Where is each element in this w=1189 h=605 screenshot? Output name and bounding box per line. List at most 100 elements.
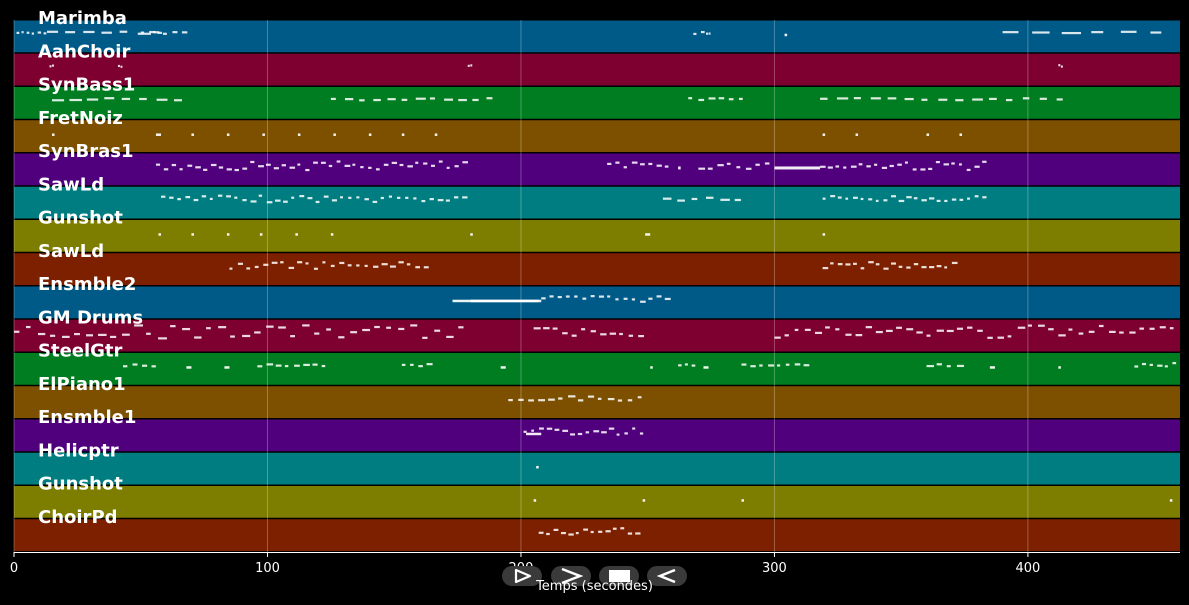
note — [955, 99, 964, 102]
note — [936, 265, 942, 268]
note — [906, 266, 911, 269]
note — [718, 97, 725, 100]
note — [380, 196, 384, 200]
track-band — [14, 319, 1180, 352]
note — [741, 363, 747, 366]
note — [523, 430, 527, 433]
note — [539, 427, 544, 430]
note — [104, 97, 115, 100]
note — [257, 365, 263, 368]
note — [558, 397, 563, 400]
note — [321, 364, 326, 368]
note — [234, 168, 239, 172]
note — [605, 530, 611, 533]
note — [627, 399, 633, 402]
note — [853, 262, 857, 265]
note — [297, 163, 301, 166]
note — [398, 327, 405, 331]
note — [607, 162, 612, 166]
note — [967, 197, 971, 200]
note — [339, 261, 345, 265]
note — [312, 363, 318, 366]
note — [265, 163, 271, 166]
note — [446, 335, 454, 339]
note — [526, 432, 542, 436]
note — [582, 297, 587, 300]
note — [462, 161, 468, 164]
forward-button[interactable] — [551, 566, 591, 586]
note — [822, 266, 829, 270]
note — [161, 195, 166, 198]
x-tick-label: 0 — [10, 561, 18, 576]
note — [891, 195, 897, 198]
note — [640, 163, 645, 166]
note — [500, 366, 506, 369]
play-step-button[interactable] — [502, 566, 542, 586]
note — [921, 266, 927, 269]
note — [853, 196, 858, 199]
note — [738, 97, 743, 101]
note — [182, 327, 191, 331]
stop-button[interactable] — [599, 566, 639, 586]
note — [814, 331, 823, 335]
note — [242, 199, 247, 202]
note — [14, 330, 20, 333]
note — [158, 337, 167, 340]
note — [835, 328, 840, 331]
note — [628, 334, 634, 337]
track-band — [14, 286, 1180, 319]
note — [590, 530, 594, 534]
note — [912, 168, 917, 171]
note — [290, 335, 296, 338]
note — [820, 97, 828, 100]
note — [333, 133, 336, 136]
note — [1159, 326, 1166, 329]
note — [315, 200, 320, 204]
note — [943, 163, 950, 166]
note — [303, 363, 310, 367]
note — [273, 167, 279, 170]
note — [1164, 365, 1168, 368]
track-band — [14, 452, 1180, 485]
note — [191, 133, 194, 136]
note — [1129, 331, 1136, 334]
note — [373, 98, 381, 102]
note — [989, 366, 995, 369]
note — [543, 327, 550, 330]
note — [266, 201, 273, 204]
track-band — [14, 220, 1180, 252]
note — [283, 200, 288, 203]
note — [565, 295, 570, 298]
note — [52, 64, 55, 67]
note — [928, 167, 933, 171]
note — [305, 168, 310, 172]
note — [677, 199, 685, 202]
note — [454, 165, 459, 168]
note — [142, 364, 148, 367]
note — [429, 197, 434, 201]
note — [266, 325, 274, 328]
stop-icon — [609, 570, 630, 582]
track-band — [14, 253, 1180, 285]
note — [263, 263, 269, 266]
note — [755, 163, 760, 166]
note — [157, 31, 163, 34]
note — [193, 198, 199, 202]
note — [662, 197, 672, 200]
note — [936, 363, 942, 366]
note — [274, 199, 281, 202]
note — [52, 133, 55, 136]
note — [750, 365, 756, 368]
note — [453, 196, 459, 199]
note — [1149, 363, 1153, 367]
note — [623, 166, 627, 169]
note — [726, 162, 731, 165]
note — [645, 233, 651, 236]
note — [562, 332, 568, 335]
track-label: GM Drums — [38, 307, 143, 328]
rewind-button[interactable] — [647, 566, 687, 586]
note — [637, 396, 642, 399]
note — [297, 133, 301, 136]
track-label: SynBras1 — [38, 141, 134, 162]
track-band — [14, 486, 1180, 518]
